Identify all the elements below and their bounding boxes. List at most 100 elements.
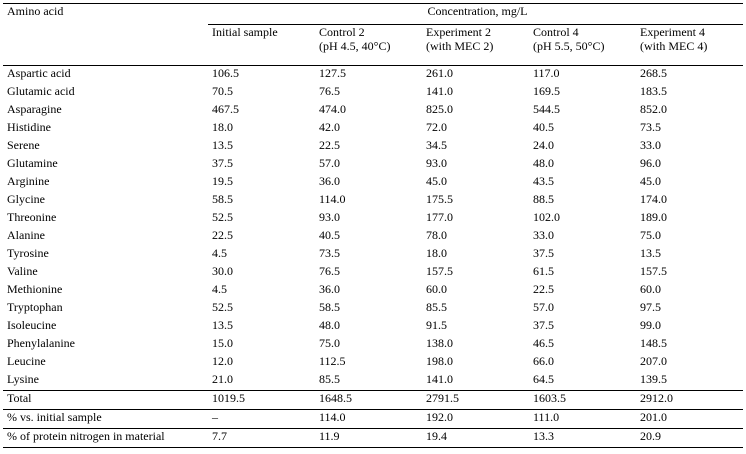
amino-acid-name: Total — [3, 390, 208, 410]
concentration-value: 11.9 — [315, 428, 422, 448]
concentration-value: 99.0 — [640, 318, 661, 332]
concentration-value: 192.0 — [422, 409, 529, 429]
amino-acid-name: Histidine — [7, 120, 51, 134]
concentration-value: 13.5 — [212, 138, 233, 152]
concentration-value: 157.5 — [640, 264, 667, 278]
concentration-value: 15.0 — [212, 336, 233, 350]
table-row: Methionine 4.5 36.0 60.0 22.5 60.0 — [3, 282, 743, 300]
concentration-value: 18.0 — [212, 120, 233, 134]
concentration-value: 177.0 — [426, 210, 453, 224]
table-row: Lysine 21.0 85.5 141.0 64.5 139.5 — [3, 372, 743, 391]
concentration-value: 76.5 — [319, 264, 340, 278]
concentration-value: 1648.5 — [315, 390, 422, 410]
concentration-value: 70.5 — [212, 84, 233, 98]
table-row: Leucine 12.0 112.5 198.0 66.0 207.0 — [3, 354, 743, 372]
concentration-value: 474.0 — [319, 102, 346, 116]
amino-acid-name: Leucine — [7, 354, 46, 368]
concentration-value: 85.5 — [426, 300, 447, 314]
concentration-value: 174.0 — [640, 192, 667, 206]
concentration-value: 57.0 — [533, 300, 554, 314]
concentration-value: 85.5 — [315, 372, 422, 391]
concentration-value: 189.0 — [640, 210, 667, 224]
concentration-value: 75.0 — [319, 336, 340, 350]
table-row: Glutamine 37.5 57.0 93.0 48.0 96.0 — [3, 156, 743, 174]
amino-acid-name: Threonine — [7, 210, 57, 224]
concentration-value: – — [208, 409, 315, 429]
header-row-columns: Initial sample Control 2 (pH 4.5, 40°C) E… — [3, 24, 743, 66]
concentration-value: 1603.5 — [529, 390, 636, 410]
concentration-value: 20.9 — [636, 428, 743, 448]
concentration-value: 106.5 — [212, 66, 239, 80]
concentration-value: 127.5 — [319, 66, 346, 80]
amino-acid-name: Asparagine — [7, 102, 62, 116]
concentration-value: 141.0 — [422, 372, 529, 391]
concentration-value: 4.5 — [212, 282, 227, 296]
concentration-value: 33.0 — [640, 138, 661, 152]
concentration-value: 34.5 — [426, 138, 447, 152]
concentration-value: 139.5 — [636, 372, 743, 391]
concentration-value: 117.0 — [533, 66, 560, 80]
concentration-value: 2912.0 — [636, 390, 743, 410]
concentration-value: 183.5 — [640, 84, 667, 98]
amino-acid-name: % of protein nitrogen in material — [3, 428, 208, 448]
concentration-value: 45.0 — [640, 174, 661, 188]
amino-acid-name: Tryptophan — [7, 300, 63, 314]
concentration-value: 4.5 — [212, 246, 227, 260]
amino-acid-header: Amino acid — [3, 3, 208, 66]
concentration-value: 33.0 — [533, 228, 554, 242]
table-row: Tyrosine 4.5 73.5 18.0 37.5 13.5 — [3, 246, 743, 264]
table-row: Serene 13.5 22.5 34.5 24.0 33.0 — [3, 138, 743, 156]
table-body: Aspartic acid 106.5 127.5 261.0 117.0 268.5 Gl… — [3, 66, 743, 448]
concentration-value: 22.5 — [212, 228, 233, 242]
concentration-value: 138.0 — [426, 336, 453, 350]
amino-acid-name: Glutamic acid — [7, 84, 75, 98]
table-row: % vs. initial sample –114.0 192.0 111.0 201.… — [3, 409, 743, 429]
concentration-value: 48.0 — [319, 318, 340, 332]
concentration-value: 157.5 — [426, 264, 453, 278]
amino-acid-name: Aspartic acid — [7, 66, 71, 80]
concentration-value: 96.0 — [640, 156, 661, 170]
concentration-value: 22.5 — [533, 282, 554, 296]
amino-acid-name: Serene — [7, 138, 40, 152]
concentration-value: 88.5 — [533, 192, 554, 206]
amino-acid-name: Alanine — [7, 228, 45, 242]
concentration-value: 102.0 — [533, 210, 560, 224]
concentration-value: 52.5 — [212, 210, 233, 224]
concentration-value: 13.5 — [212, 318, 233, 332]
concentration-value: 268.5 — [640, 66, 667, 80]
concentration-value: 111.0 — [529, 409, 636, 429]
concentration-value: 78.0 — [426, 228, 447, 242]
table-row: Glutamic acid 70.5 76.5 141.0 169.5 183.5 — [3, 84, 743, 102]
concentration-value: 261.0 — [426, 66, 453, 80]
table-row: Tryptophan 52.5 58.5 85.5 57.0 97.5 — [3, 300, 743, 318]
amino-acid-name: Tyrosine — [7, 246, 49, 260]
concentration-value: 1019.5 — [208, 390, 315, 410]
concentration-value: 75.0 — [640, 228, 661, 242]
amino-acid-name: Methionine — [7, 282, 63, 296]
concentration-value: 91.5 — [426, 318, 447, 332]
concentration-value: 19.5 — [212, 174, 233, 188]
concentration-value: 24.0 — [533, 138, 554, 152]
concentration-value: 114.0 — [315, 409, 422, 429]
column-header-initial: Initial sample — [208, 24, 315, 66]
concentration-value: 61.5 — [533, 264, 554, 278]
concentration-value: 13.3 — [529, 428, 636, 448]
concentration-value: 467.5 — [212, 102, 239, 116]
table-row: Glycine 58.5 114.0 175.5 88.5 174.0 — [3, 192, 743, 210]
table-row: Asparagine 467.5 474.0 825.0 544.5 852.0 — [3, 102, 743, 120]
table-row: Alanine 22.5 40.5 78.0 33.0 75.0 — [3, 228, 743, 246]
concentration-value: 60.0 — [640, 282, 661, 296]
concentration-value: 73.5 — [640, 120, 661, 134]
amino-acid-name: % vs. initial sample — [3, 409, 208, 429]
concentration-value: 114.0 — [319, 192, 346, 206]
concentration-value: 64.5 — [529, 372, 636, 391]
concentration-value: 544.5 — [533, 102, 560, 116]
concentration-value: 72.0 — [426, 120, 447, 134]
concentration-value: 57.0 — [319, 156, 340, 170]
concentration-value: 169.5 — [533, 84, 560, 98]
concentration-value: 18.0 — [426, 246, 447, 260]
concentration-value: 175.5 — [426, 192, 453, 206]
concentration-value: 52.5 — [212, 300, 233, 314]
concentration-value: 13.5 — [640, 246, 661, 260]
table-row: % of protein nitrogen in material 7.7 11.9… — [3, 428, 743, 448]
